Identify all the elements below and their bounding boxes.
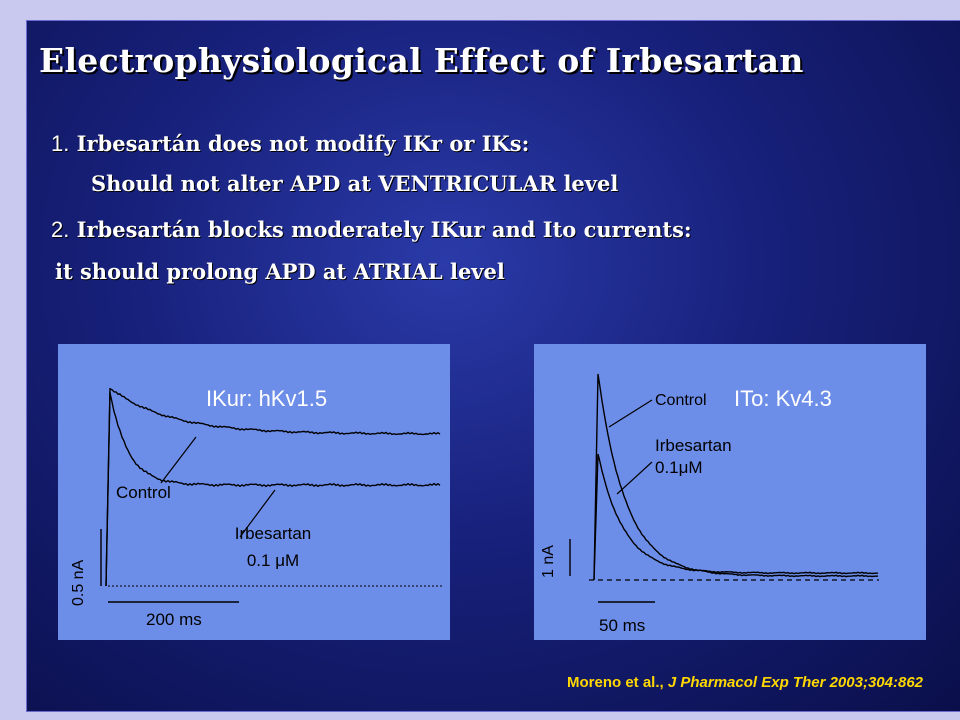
ito-control-trace bbox=[593, 373, 879, 581]
ikur-control-arrow bbox=[160, 436, 197, 484]
point-2-line-2: it should prolong APD at ATRIAL level bbox=[55, 259, 505, 284]
citation-journal: J Pharmacol Exp Ther 2003;304:862 bbox=[667, 674, 923, 691]
ikur-irbesartan-arrow bbox=[239, 489, 276, 538]
ikur-dose-label: 0.1 μM bbox=[246, 551, 300, 570]
ikur-traces bbox=[100, 387, 444, 603]
ikur-heading: IKur: hKv1.5 bbox=[206, 386, 328, 411]
ito-figure-panel: ITo: Kv4.3 Control Irbesartan 0.1μM 1 nA… bbox=[534, 344, 926, 640]
slide: Electrophysiological Effect of Irbesarta… bbox=[26, 20, 960, 712]
ito-y-scale-label: 1 nA bbox=[540, 545, 557, 578]
point-1-number: 1. bbox=[51, 131, 70, 156]
citation-authors: Moreno et al., bbox=[567, 674, 664, 691]
point-2-text: Irbesartán blocks moderately IKur and It… bbox=[76, 217, 692, 242]
point-2-number: 2. bbox=[51, 217, 70, 242]
point-1-text: Irbesartán does not modify IKr or IKs: bbox=[76, 131, 530, 156]
ito-traces bbox=[569, 373, 879, 603]
ikur-y-scale-label: 0.5 nA bbox=[70, 559, 87, 606]
ito-irbesartan-trace bbox=[593, 453, 878, 581]
ikur-irbesartan-label: Irbesartan bbox=[234, 524, 312, 543]
citation: Moreno et al., J Pharmacol Exp Ther 2003… bbox=[567, 674, 923, 691]
point-2-line-1: 2. Irbesartán blocks moderately IKur and… bbox=[51, 217, 692, 243]
ito-x-scale-label: 50 ms bbox=[599, 616, 646, 635]
ito-heading: ITo: Kv4.3 bbox=[734, 386, 832, 411]
point-1-line-1: 1. Irbesartán does not modify IKr or IKs… bbox=[51, 131, 529, 157]
ito-dose-label: 0.1μM bbox=[655, 458, 703, 477]
ikur-control-label: Control bbox=[116, 483, 171, 502]
ikur-x-scale-label: 200 ms bbox=[146, 610, 202, 629]
ito-control-label: Control bbox=[655, 392, 707, 409]
ito-control-arrow bbox=[608, 399, 653, 428]
ikur-figure-panel: IKur: hKv1.5 Control Irbesartan 0.1 μM 0… bbox=[58, 344, 450, 640]
point-1-line-2: Should not alter APD at VENTRICULAR leve… bbox=[91, 171, 619, 196]
ito-irbesartan-arrow bbox=[616, 461, 653, 495]
ito-irbesartan-label: Irbesartan bbox=[655, 436, 732, 455]
slide-title: Electrophysiological Effect of Irbesarta… bbox=[39, 41, 804, 80]
ikur-control-trace bbox=[105, 387, 441, 587]
ikur-irbesartan-trace bbox=[105, 391, 441, 587]
